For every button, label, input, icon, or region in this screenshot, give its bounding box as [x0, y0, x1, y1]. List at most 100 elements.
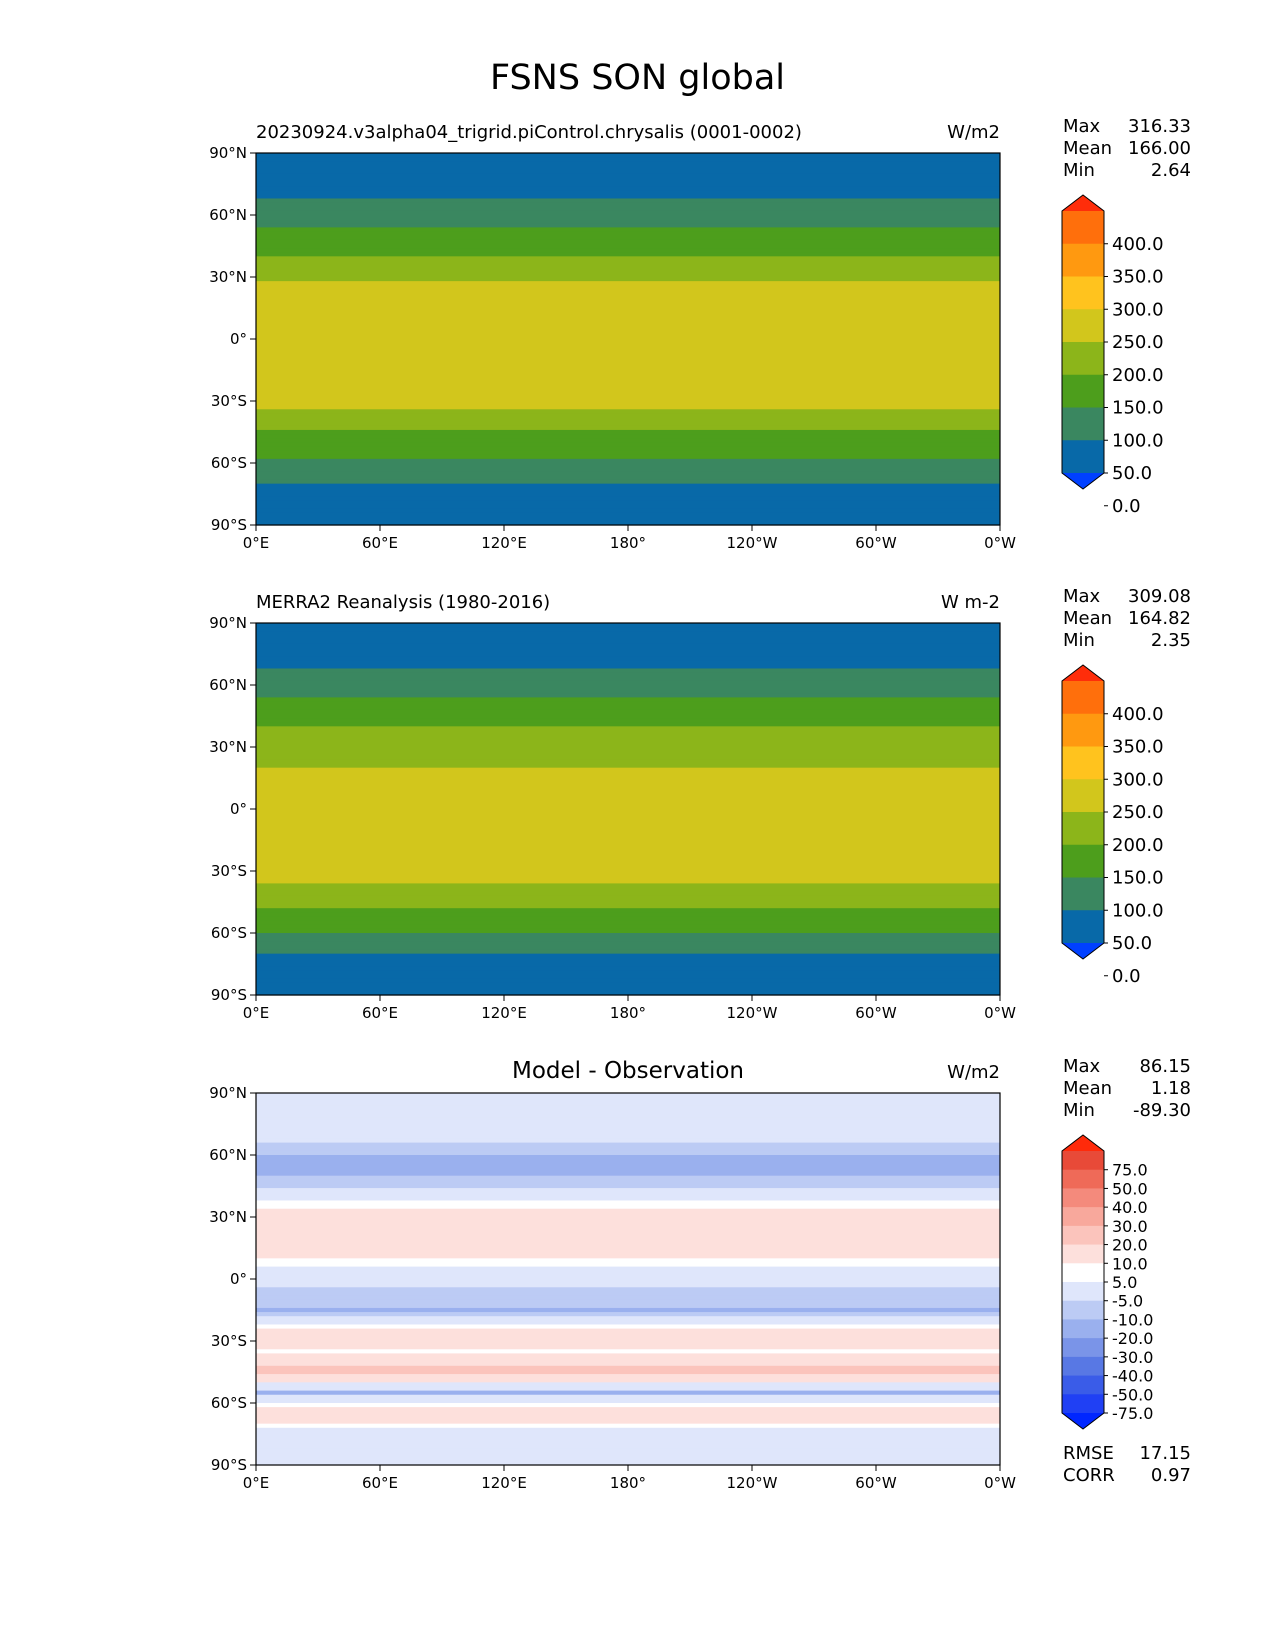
colorbar-segment — [1062, 243, 1104, 277]
colorbar-segment — [1062, 1244, 1104, 1264]
field-band — [256, 990, 1000, 996]
field-band — [256, 780, 1000, 785]
metric-corr-label: CORR — [1063, 1465, 1115, 1486]
field-band — [256, 1200, 1000, 1206]
colorbar-segment — [1062, 1356, 1104, 1377]
field-band — [256, 409, 1000, 414]
colorbar-extend-top — [1062, 1135, 1104, 1151]
y-tick-label: 90°S — [211, 1456, 247, 1474]
colorbar-segment — [1062, 1300, 1104, 1320]
colorbar-extend-top — [1062, 665, 1104, 681]
colorbar-segment — [1062, 374, 1104, 408]
field-band — [256, 742, 1000, 748]
colorbar-label: 50.0 — [1112, 933, 1152, 954]
stat-max-value: 316.33 — [1128, 116, 1191, 137]
field-band — [256, 405, 1000, 410]
field-band — [256, 1382, 1000, 1388]
colorbar-label: 100.0 — [1112, 430, 1164, 451]
x-tick-label: 120°W — [727, 1004, 778, 1022]
field-band — [256, 1117, 1000, 1123]
stat-mean-label: Mean — [1063, 138, 1113, 159]
field-band — [256, 1345, 1000, 1350]
field-band — [256, 1146, 1000, 1152]
colorbar-segment — [1062, 844, 1104, 878]
field-band — [256, 219, 1000, 224]
field-band — [256, 1295, 1000, 1301]
stat-mean-value: 164.82 — [1128, 608, 1191, 629]
field-band — [256, 1155, 1000, 1160]
field-band — [256, 1250, 1000, 1255]
colorbar-segment — [1062, 1169, 1104, 1189]
colorbar-segment — [1062, 746, 1104, 780]
field-band — [256, 928, 1000, 934]
y-tick-label: 0° — [230, 330, 247, 348]
field-band — [256, 1332, 1000, 1338]
map-panel-1: 90°N 60°N 30°N 0° 30°S 60°S 90°S0°E 60°E 120°E 18… — [209, 144, 1016, 552]
field-band — [256, 508, 1000, 514]
field-band — [256, 1361, 1000, 1367]
field-band — [256, 1452, 1000, 1458]
y-tick-label: 90°S — [211, 516, 247, 534]
field-band — [256, 862, 1000, 868]
field-band — [256, 479, 1000, 485]
colorbar-segment — [1062, 309, 1104, 343]
colorbar-label: 0.0 — [1112, 966, 1141, 987]
field-band — [256, 165, 1000, 171]
field-band — [256, 664, 1000, 670]
field-band — [256, 227, 1000, 233]
stat-max-value: 86.15 — [1139, 1056, 1191, 1077]
field-band — [256, 966, 1000, 971]
field-band — [256, 751, 1000, 756]
field-band — [256, 243, 1000, 249]
metric-rmse-label: RMSE — [1063, 1443, 1114, 1464]
field-band — [256, 1365, 1000, 1371]
field-band — [256, 401, 1000, 406]
field-band — [256, 425, 1000, 431]
stat-min-label: Min — [1063, 160, 1095, 181]
field-band — [256, 1336, 1000, 1342]
y-tick-label: 90°N — [209, 1084, 247, 1102]
panel-3-units: W/m2 — [947, 1062, 1000, 1083]
y-tick-label: 30°N — [209, 1208, 247, 1226]
field-band — [256, 953, 1000, 959]
field-band — [256, 718, 1000, 723]
field-band — [256, 771, 1000, 777]
x-tick-label: 120°W — [727, 534, 778, 552]
field-band — [256, 471, 1000, 476]
field-band — [256, 1134, 1000, 1140]
field-band — [256, 384, 1000, 390]
field-band — [256, 784, 1000, 789]
field-band — [256, 656, 1000, 661]
field-band — [256, 1328, 1000, 1334]
field-band — [256, 1415, 1000, 1421]
field-band — [256, 858, 1000, 864]
field-band — [256, 693, 1000, 698]
field-band — [256, 1287, 1000, 1292]
field-band — [256, 1192, 1000, 1197]
field-band — [256, 697, 1000, 703]
field-band — [256, 933, 1000, 938]
x-tick-label: 0°E — [243, 1474, 270, 1492]
field-band — [256, 239, 1000, 245]
colorbar-label: 100.0 — [1112, 900, 1164, 921]
field-band — [256, 1097, 1000, 1102]
stat-max-label: Max — [1063, 1056, 1101, 1077]
colorbar-label: 0.0 — [1112, 496, 1141, 517]
field-band — [256, 355, 1000, 361]
field-band — [256, 689, 1000, 694]
stat-min-value: 2.35 — [1150, 630, 1191, 651]
field-band — [256, 463, 1000, 468]
colorbar-segment — [1062, 342, 1104, 376]
field-band — [256, 491, 1000, 497]
field-band — [256, 256, 1000, 262]
colorbar-label: -10.0 — [1112, 1310, 1153, 1329]
field-band — [256, 1460, 1000, 1466]
field-band — [256, 421, 1000, 427]
panel-3-center-title: Model - Observation — [511, 1058, 745, 1084]
field-band — [256, 1320, 1000, 1326]
colorbar-label: 5.0 — [1112, 1273, 1137, 1292]
field-band — [256, 281, 1000, 286]
colorbar-label: -50.0 — [1112, 1385, 1153, 1404]
field-band — [256, 376, 1000, 381]
field-band — [256, 920, 1000, 926]
